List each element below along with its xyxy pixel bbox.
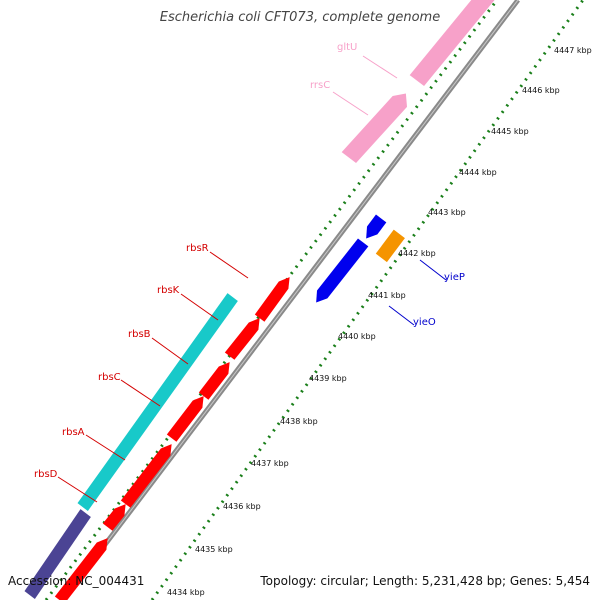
label-leaders [57, 55, 447, 503]
scale-label-4435: 4435 kbp [195, 545, 233, 554]
scale-label-4446: 4446 kbp [522, 86, 560, 95]
scale-label-4447: 4447 kbp [554, 46, 592, 55]
rbsB-feature [198, 362, 230, 400]
rbsR-leader [209, 251, 249, 279]
rbsB-leader [151, 337, 189, 365]
rbsD-leader [57, 476, 98, 503]
genome-summary: Topology: circular; Length: 5,231,428 bp… [260, 574, 590, 588]
scale-label-4437: 4437 kbp [251, 459, 289, 468]
yieP-leader [419, 259, 447, 281]
scale-label-4442: 4442 kbp [398, 249, 436, 258]
gene-label-rrsC: rrsC [310, 80, 330, 91]
outer-tick-track [150, 0, 585, 600]
genome-title: Escherichia coli CFT073, complete genome [159, 10, 441, 25]
gene-label-gltU: gltU [337, 42, 357, 53]
teal-feature [77, 293, 238, 512]
rrsC-leader [332, 91, 369, 116]
purple-feature [24, 509, 91, 600]
rbsD-feature [54, 538, 108, 600]
rbsK-leader [180, 293, 219, 321]
gene-labels: gltU rrsC rbsR rbsK rbsB rbsC rbsA rbsD … [34, 42, 465, 480]
scale-label-4445: 4445 kbp [491, 127, 529, 136]
gltU-leader [362, 55, 398, 79]
scale-label-4438: 4438 kbp [280, 417, 318, 426]
gene-features [24, 0, 495, 600]
scale-label-4436: 4436 kbp [223, 502, 261, 511]
rbsR-feature [254, 277, 290, 322]
scale-label-4439: 4439 kbp [309, 374, 347, 383]
gene-label-rbsB: rbsB [128, 329, 151, 340]
gene-label-rbsA: rbsA [62, 427, 85, 438]
rrsC-feature [341, 93, 408, 163]
gene-label-rbsR: rbsR [186, 243, 209, 254]
rbsC-feature [166, 396, 204, 442]
rbsC-leader [120, 379, 161, 407]
gene-label-rbsD: rbsD [34, 469, 58, 480]
yieP-feature [375, 229, 405, 263]
scale-label-4441: 4441 kbp [368, 291, 406, 300]
gene-label-yieP: yieP [444, 272, 465, 283]
gene-label-yieO: yieO [413, 317, 436, 328]
inner-tick-track [44, 0, 499, 600]
scale-label-4440: 4440 kbp [338, 332, 376, 341]
scale-labels: 4434 kbp 4435 kbp 4436 kbp 4437 kbp 4438… [167, 46, 592, 597]
rbsA-feature [120, 444, 172, 508]
scale-label-4444: 4444 kbp [459, 168, 497, 177]
gene-label-rbsK: rbsK [157, 285, 180, 296]
yieO-leader [388, 305, 415, 326]
rbsA-leader [85, 434, 126, 461]
yieO-feature [316, 238, 369, 303]
tick-marks [44, 0, 585, 600]
scale-label-4434: 4434 kbp [167, 588, 205, 597]
yieO-small-feature [366, 214, 387, 239]
gene-label-rbsC: rbsC [98, 372, 121, 383]
rbsA-start-feature [102, 504, 126, 531]
accession-label: Accession: NC_004431 [8, 574, 145, 588]
gltU-feature [409, 0, 495, 86]
scale-label-4443: 4443 kbp [428, 208, 466, 217]
rbsK-feature [224, 318, 260, 360]
